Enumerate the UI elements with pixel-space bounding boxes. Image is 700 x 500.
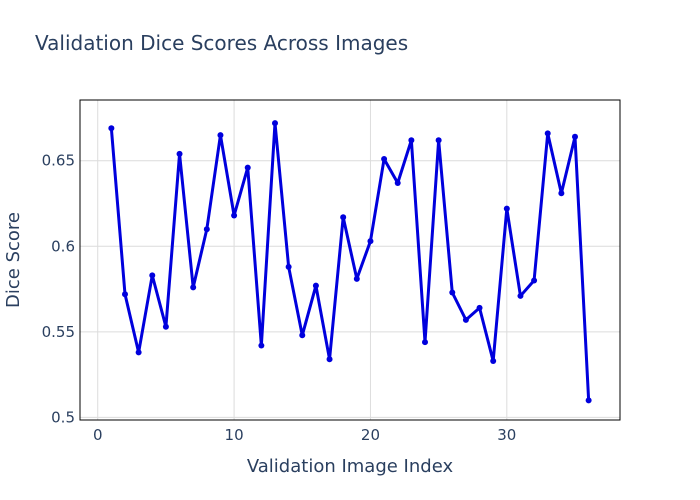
data-point [326, 356, 333, 363]
y-axis-label: Dice Score [3, 212, 24, 308]
series-line [109, 121, 591, 401]
data-point [217, 132, 224, 139]
grid-lines [80, 100, 620, 420]
y-tick-label: 0.65 [42, 152, 75, 170]
data-point [531, 277, 538, 284]
data-point [162, 323, 169, 330]
x-tick-label: 20 [361, 426, 380, 444]
data-point [408, 137, 415, 144]
data-point [231, 212, 238, 219]
chart-title: Validation Dice Scores Across Images [35, 31, 408, 55]
y-tick-label: 0.6 [51, 237, 75, 255]
data-point [353, 275, 360, 282]
data-point [135, 349, 142, 356]
x-tick-label: 30 [497, 426, 516, 444]
data-point [517, 292, 524, 299]
data-point [122, 291, 128, 298]
data-point [149, 272, 156, 279]
data-point [435, 137, 442, 144]
y-axis-ticks: 0.5 0.55 0.6 0.65 [42, 152, 75, 427]
data-point [476, 304, 483, 311]
data-point [544, 130, 551, 137]
data-point [285, 263, 292, 270]
plot-frame [79, 99, 621, 421]
data-point [244, 164, 251, 171]
data-points [108, 120, 592, 404]
data-point [381, 156, 388, 163]
x-axis-ticks: 0 10 20 30 [93, 426, 516, 444]
data-point [272, 120, 278, 127]
data-point [422, 339, 428, 346]
data-point [367, 238, 374, 245]
data-point [490, 357, 497, 364]
x-axis-label: Validation Image Index [247, 456, 454, 477]
y-tick-label: 0.55 [42, 323, 75, 341]
data-point [585, 397, 592, 404]
series-line-layer [109, 121, 591, 401]
data-point [462, 316, 469, 323]
data-point [312, 282, 319, 289]
data-point [108, 125, 115, 132]
data-point [394, 179, 401, 186]
data-point [572, 133, 578, 140]
data-point [203, 226, 210, 233]
data-point [503, 205, 510, 212]
data-point [558, 190, 565, 197]
data-point [190, 284, 197, 291]
data-point [299, 332, 306, 339]
x-tick-label: 0 [93, 426, 103, 444]
data-point [258, 342, 265, 349]
data-point [176, 150, 183, 157]
data-point [340, 214, 347, 221]
data-point [449, 289, 456, 296]
y-tick-label: 0.5 [51, 408, 75, 426]
x-tick-label: 10 [225, 426, 244, 444]
